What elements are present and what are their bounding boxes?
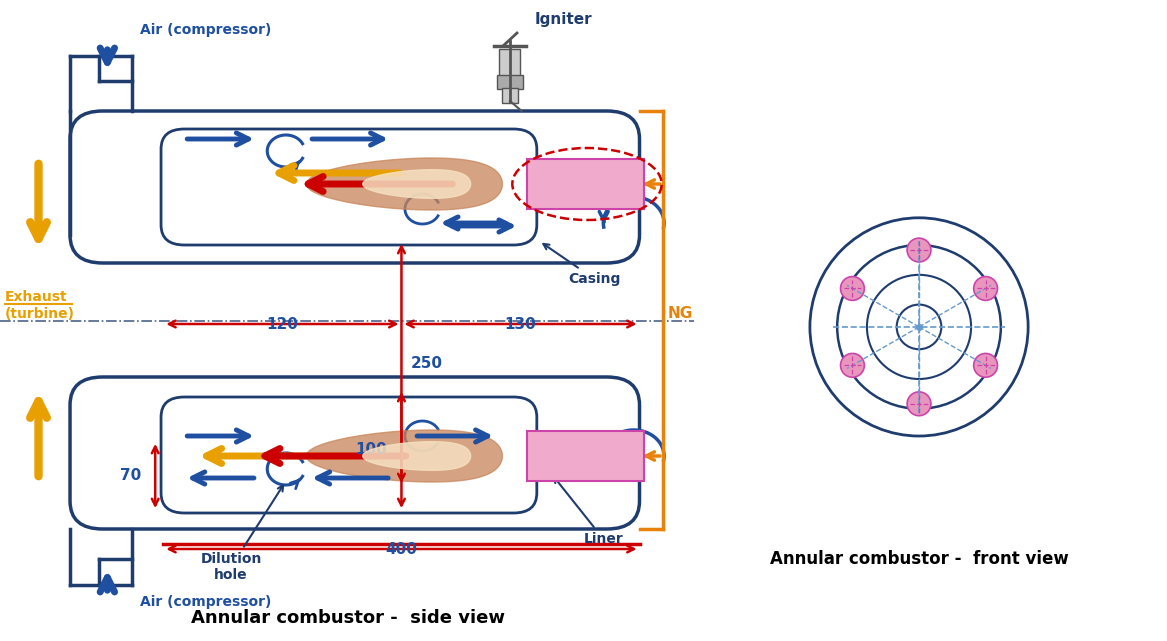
Text: 70: 70 bbox=[120, 469, 141, 483]
Text: Exhaust: Exhaust bbox=[5, 290, 68, 304]
Bar bbox=[527, 431, 644, 481]
Text: 100: 100 bbox=[356, 442, 387, 458]
Polygon shape bbox=[363, 442, 470, 470]
Bar bbox=[502, 88, 518, 103]
Text: 120: 120 bbox=[266, 317, 299, 332]
Text: Air (compressor): Air (compressor) bbox=[140, 23, 272, 37]
Text: (turbine): (turbine) bbox=[5, 307, 75, 321]
Polygon shape bbox=[306, 430, 502, 482]
Text: Dilution
hole: Dilution hole bbox=[201, 485, 284, 582]
Text: Liner: Liner bbox=[554, 477, 623, 546]
Text: NG: NG bbox=[668, 306, 693, 321]
Text: 250: 250 bbox=[411, 356, 442, 372]
Bar bbox=[497, 75, 523, 89]
Circle shape bbox=[973, 353, 998, 378]
Text: Air (compressor): Air (compressor) bbox=[140, 595, 272, 609]
Text: Annular combustor -  side view: Annular combustor - side view bbox=[190, 609, 505, 627]
Text: Igniter: Igniter bbox=[534, 12, 592, 27]
Polygon shape bbox=[363, 170, 470, 198]
Text: 400: 400 bbox=[385, 542, 418, 557]
Circle shape bbox=[840, 276, 865, 301]
Bar bbox=[527, 159, 644, 209]
Text: Annular combustor -  front view: Annular combustor - front view bbox=[770, 550, 1068, 568]
Circle shape bbox=[907, 238, 931, 262]
Circle shape bbox=[973, 276, 998, 301]
Circle shape bbox=[907, 392, 931, 416]
Text: 130: 130 bbox=[504, 317, 537, 332]
Text: Casing: Casing bbox=[544, 244, 621, 286]
Polygon shape bbox=[306, 158, 502, 210]
Bar bbox=[499, 49, 520, 76]
Circle shape bbox=[840, 353, 865, 378]
